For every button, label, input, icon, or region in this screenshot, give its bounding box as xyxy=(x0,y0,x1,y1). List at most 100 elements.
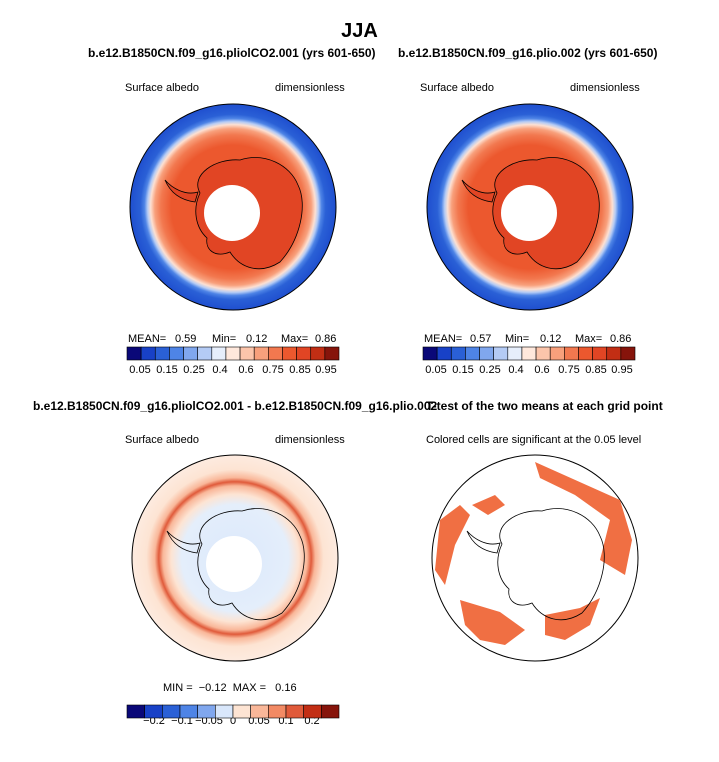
colorbar-tick: 0.15 xyxy=(452,364,474,376)
panel3-variable-label: Surface albedo xyxy=(125,434,199,446)
colorbar-swatch xyxy=(282,346,297,361)
panel1-peninsula xyxy=(164,179,199,203)
colorbar-swatch xyxy=(179,704,198,719)
panel1-colorbar xyxy=(126,346,340,361)
colorbar-swatch xyxy=(140,346,156,361)
panel1-variable-label: Surface albedo xyxy=(125,82,199,94)
colorbar-tick: 0.4 xyxy=(508,364,524,376)
panel1-title: b.e12.B1850CN.f09_g16.pliolCO2.001 (yrs … xyxy=(88,46,376,60)
colorbar-swatch xyxy=(225,346,241,361)
panel1-mean-label: MEAN= xyxy=(128,333,167,345)
colorbar-tick: 0.85 xyxy=(585,364,607,376)
colorbar-swatch xyxy=(144,704,163,719)
colorbar-swatch xyxy=(215,704,234,719)
colorbar-swatch xyxy=(296,346,312,361)
panel2-map xyxy=(426,103,634,311)
colorbar-tick: 0.15 xyxy=(156,364,178,376)
panel4-map xyxy=(431,454,639,662)
colorbar-swatch xyxy=(564,346,579,361)
colorbar-tick: 0.85 xyxy=(289,364,311,376)
colorbar-swatch xyxy=(521,346,537,361)
panel2-max-label: Max= xyxy=(575,333,603,345)
colorbar-tick: 0.95 xyxy=(315,364,337,376)
panel2-variable-label: Surface albedo xyxy=(420,82,494,94)
panel2-colorbar xyxy=(422,346,636,361)
panel2-units-label: dimensionless xyxy=(570,82,640,94)
significance-region xyxy=(460,600,525,645)
colorbar-swatch xyxy=(285,704,304,719)
colorbar-swatch xyxy=(436,346,452,361)
colorbar-tick: 0.6 xyxy=(238,364,254,376)
colorbar-tick: 0.75 xyxy=(558,364,580,376)
colorbar-swatch xyxy=(592,346,608,361)
colorbar-swatch xyxy=(154,346,170,361)
colorbar-swatch xyxy=(197,704,216,719)
panel2-min-value: 0.12 xyxy=(540,333,562,345)
colorbar-swatch xyxy=(310,346,326,361)
colorbar-swatch xyxy=(183,346,198,361)
colorbar-swatch xyxy=(250,704,269,719)
panel4-peninsula-outline xyxy=(466,530,501,554)
panel1-polar-hole xyxy=(204,185,260,241)
colorbar-swatch xyxy=(268,346,283,361)
panel3-min-max: MIN = −0.12 MAX = 0.16 xyxy=(163,682,297,694)
panel3-peninsula-outline xyxy=(166,530,201,554)
colorbar-swatch xyxy=(253,346,269,361)
panel1-max-value: 0.86 xyxy=(315,333,337,345)
panel3-map xyxy=(131,454,339,662)
figure-title: JJA xyxy=(341,20,378,42)
colorbar-swatch xyxy=(324,346,340,361)
panel1-min-label: Min= xyxy=(212,333,237,345)
colorbar-tick: 0.05 xyxy=(425,364,447,376)
colorbar-tick: 0.6 xyxy=(534,364,550,376)
panel3-title: b.e12.B1850CN.f09_g16.pliolCO2.001 - b.e… xyxy=(33,399,438,413)
colorbar-tick: 0 xyxy=(229,715,237,727)
panel1-mean-value: 0.59 xyxy=(175,333,197,345)
panel1-units-label: dimensionless xyxy=(275,82,345,94)
colorbar-tick: 0.05 xyxy=(129,364,151,376)
colorbar-tick: 0.4 xyxy=(212,364,228,376)
colorbar-swatch xyxy=(211,346,227,361)
panel1-map xyxy=(129,103,337,311)
panel3-polar-hole xyxy=(206,536,262,592)
colorbar-swatch xyxy=(450,346,466,361)
colorbar-swatch xyxy=(535,346,551,361)
significance-region xyxy=(435,505,470,585)
colorbar-swatch xyxy=(268,704,287,719)
panel4-title: T-test of the two means at each grid poi… xyxy=(426,399,663,413)
colorbar-swatch xyxy=(321,704,340,719)
colorbar-swatch xyxy=(465,346,480,361)
panel2-title: b.e12.B1850CN.f09_g16.plio.002 (yrs 601-… xyxy=(398,46,658,60)
colorbar-swatch xyxy=(620,346,636,361)
colorbar-tick: 0.75 xyxy=(262,364,284,376)
panel4-subtitle: Colored cells are significant at the 0.0… xyxy=(426,434,642,446)
colorbar-swatch xyxy=(126,346,142,361)
colorbar-swatch xyxy=(239,346,255,361)
panel1-min-value: 0.12 xyxy=(246,333,268,345)
significance-region xyxy=(472,495,505,515)
colorbar-swatch xyxy=(232,704,251,719)
colorbar-swatch xyxy=(126,704,145,719)
panel1-max-label: Max= xyxy=(281,333,309,345)
colorbar-tick: 0.25 xyxy=(183,364,205,376)
colorbar-swatch xyxy=(197,346,213,361)
significance-cells xyxy=(435,462,632,645)
colorbar-swatch xyxy=(507,346,523,361)
panel3-antarctica-outline xyxy=(197,508,305,621)
panel2-peninsula xyxy=(461,179,496,203)
panel2-max-value: 0.86 xyxy=(610,333,632,345)
panel3-colorbar xyxy=(126,704,340,719)
colorbar-swatch xyxy=(479,346,494,361)
panel2-mean-label: MEAN= xyxy=(424,333,463,345)
panel3-units-label: dimensionless xyxy=(275,434,345,446)
colorbar-swatch xyxy=(422,346,438,361)
significance-region xyxy=(535,462,632,575)
panel4-antarctica-outline xyxy=(497,508,605,621)
panel2-polar-hole xyxy=(501,185,557,241)
panel2-min-label: Min= xyxy=(505,333,530,345)
colorbar-swatch xyxy=(606,346,622,361)
colorbar-swatch xyxy=(162,704,181,719)
colorbar-swatch xyxy=(549,346,565,361)
colorbar-swatch xyxy=(303,704,322,719)
